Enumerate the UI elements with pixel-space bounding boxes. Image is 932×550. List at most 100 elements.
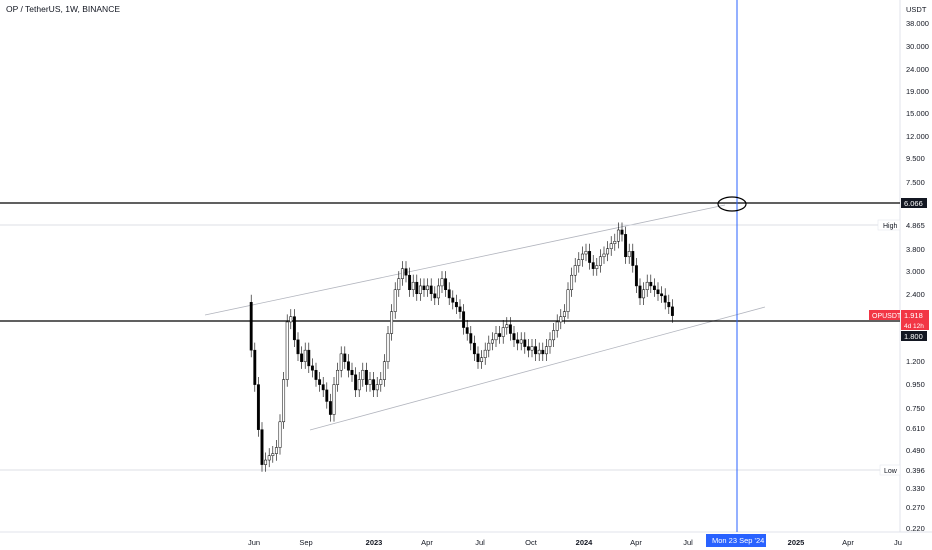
low-value: 0.396 xyxy=(906,466,925,475)
candle-body xyxy=(393,289,397,312)
candle-body xyxy=(404,268,408,276)
candle-body xyxy=(570,274,574,291)
last-price-tag xyxy=(901,310,929,330)
price-tick-label: 3.800 xyxy=(906,245,925,254)
candle-body xyxy=(418,285,422,295)
candle-body xyxy=(454,302,458,308)
time-tick-label: Jul xyxy=(475,538,485,547)
time-tick-label: Jun xyxy=(248,538,260,547)
candle-body xyxy=(530,346,534,351)
candle-body xyxy=(292,316,296,341)
candle-body xyxy=(336,369,340,385)
candle-body xyxy=(552,330,556,341)
price-tick-label: 15.000 xyxy=(906,109,929,118)
candle-body xyxy=(321,384,325,391)
candle-body xyxy=(318,379,322,385)
candle-body xyxy=(652,285,656,291)
price-tick-label: 0.220 xyxy=(906,524,925,533)
time-tick-label: 2025 xyxy=(788,538,805,547)
candle-body xyxy=(357,379,361,391)
candles-group xyxy=(249,222,674,472)
candle-body xyxy=(390,311,394,334)
cursor-date-text: Mon 23 Sep '24 xyxy=(712,536,764,545)
last-price-value: 1.918 xyxy=(904,311,923,320)
price-tick-label: 0.750 xyxy=(906,404,925,413)
candle-body xyxy=(375,384,379,391)
candle-body xyxy=(634,265,638,287)
candle-body xyxy=(667,302,671,308)
candle-body xyxy=(627,251,631,258)
channel-upper-line[interactable] xyxy=(204,204,726,316)
candle-body xyxy=(595,265,599,269)
candle-body xyxy=(325,389,329,402)
candle-body xyxy=(271,453,275,456)
high-tag-text: High xyxy=(883,223,898,230)
candle-body xyxy=(501,327,505,337)
price-tick-label: 24.000 xyxy=(906,65,929,74)
time-tick-label: Sep xyxy=(299,538,312,547)
candle-body xyxy=(253,349,257,385)
price-tick-label: 0.490 xyxy=(906,446,925,455)
candle-body xyxy=(400,268,404,279)
candle-body xyxy=(559,316,563,323)
candle-body xyxy=(372,379,376,391)
cursor-date-tag xyxy=(706,534,766,547)
high-value: 4.865 xyxy=(906,221,925,230)
candle-body xyxy=(267,455,271,461)
price-tick-label: 0.610 xyxy=(906,424,925,433)
price-tick-label: 7.500 xyxy=(906,178,925,187)
candle-body xyxy=(368,379,372,385)
candle-body xyxy=(314,369,318,380)
time-tick-label: Apr xyxy=(842,538,854,547)
candle-body xyxy=(429,285,433,295)
candle-body xyxy=(649,281,653,287)
candle-body xyxy=(660,293,664,297)
candle-body xyxy=(472,342,476,355)
candle-body xyxy=(379,379,383,385)
candle-body xyxy=(566,289,570,312)
time-tick-label: 2023 xyxy=(366,538,383,547)
candle-body xyxy=(469,333,473,344)
candle-body xyxy=(487,342,491,351)
candle-body xyxy=(415,281,419,295)
candle-body xyxy=(562,311,566,317)
candle-body xyxy=(346,361,350,371)
candle-body xyxy=(512,333,516,341)
price-tick-label: 12.000 xyxy=(906,132,929,141)
candle-body xyxy=(624,234,628,258)
candle-body xyxy=(462,311,466,328)
candle-body xyxy=(645,281,649,291)
candle-body xyxy=(451,297,455,303)
candle-body xyxy=(670,306,674,316)
candle-body xyxy=(332,384,336,415)
resistance-price-tag xyxy=(901,198,927,208)
candle-body xyxy=(609,243,613,249)
time-ticks: Jun Sep 2023 Apr Jul Oct 2024 Apr Jul 2025 Apr Ju xyxy=(248,538,902,547)
candle-body xyxy=(397,278,401,291)
candle-body xyxy=(656,289,660,295)
time-tick-label: Apr xyxy=(421,538,433,547)
candle-body xyxy=(523,339,527,347)
price-tick-label: 19.000 xyxy=(906,87,929,96)
price-tick-label: 38.000 xyxy=(906,19,929,28)
candle-body xyxy=(274,447,278,454)
channel-lower-line[interactable] xyxy=(309,306,766,431)
low-tag-text: Low xyxy=(884,468,898,475)
candle-body xyxy=(505,324,509,328)
candle-body xyxy=(584,251,588,255)
price-tick-label: 2.400 xyxy=(906,290,925,299)
candle-body xyxy=(638,285,642,299)
candle-body xyxy=(382,361,386,380)
price-tick-label: 9.500 xyxy=(906,154,925,163)
candle-body xyxy=(426,285,430,291)
symbol-tag xyxy=(869,310,900,320)
candle-body xyxy=(573,265,577,276)
candle-body xyxy=(354,374,358,391)
candle-body xyxy=(361,369,365,380)
candle-body xyxy=(498,333,502,337)
candle-body xyxy=(310,365,314,371)
price-tick-label: 30.000 xyxy=(906,42,929,51)
target-circle-annotation[interactable] xyxy=(717,196,747,212)
candle-body xyxy=(386,333,390,362)
